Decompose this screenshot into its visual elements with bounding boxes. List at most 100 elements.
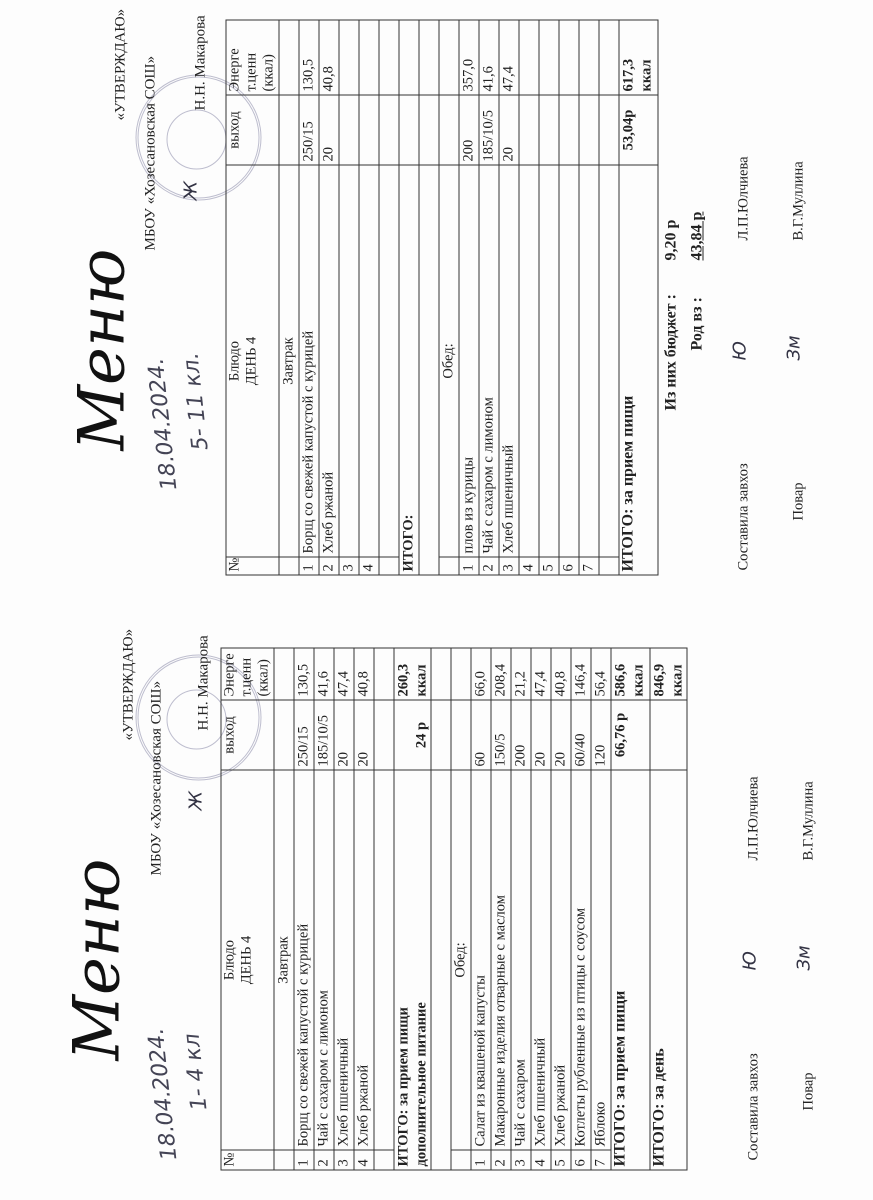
table-row: 6 Котлеты рубленные из птицы с соусом 60/4… (570, 647, 591, 1170)
item-energy-text: 66,0 (472, 670, 488, 696)
table-cell (450, 699, 471, 770)
header-energy-text: Энерге (226, 47, 242, 91)
compiled-by-label: Составила завхоз (735, 462, 751, 570)
total-cost: 24 р (393, 699, 431, 770)
table-row: 1 Салат из квашеной капусты 60 66,0 (470, 647, 491, 1170)
item-num-text: 2 (315, 1158, 331, 1166)
item-num: 5 (550, 1149, 571, 1170)
approve-label: «УТВЕРЖДАЮ» (120, 628, 136, 740)
parents-value: 43,84 р (688, 211, 705, 260)
item-energy: 357,0 (458, 19, 479, 95)
lunch-total-row: ИТОГО: за прием пищи 53,04р 617,3 ккал (618, 19, 658, 575)
total-label-text: ИТОГО: за прием пищи (395, 1006, 411, 1166)
menu-grades-5-11: Меню 18.04.2024. 5- 11 кл. «УТВЕРЖДАЮ» МБОУ … (0, 0, 873, 600)
item-energy (578, 19, 599, 95)
table-cell (273, 1149, 294, 1170)
cook-signature: Зм (793, 944, 814, 970)
table-cell (373, 647, 394, 700)
header-yield: выход (225, 94, 279, 165)
item-energy-text: 146,4 (572, 663, 588, 696)
blank-row (378, 19, 399, 575)
table-cell (598, 19, 619, 95)
item-yield-text: 20 (532, 751, 548, 767)
item-yield-text: 200 (512, 744, 528, 766)
item-yield-text: 185/10/5 (480, 109, 496, 161)
item-yield: 20 (318, 94, 339, 165)
item-dish-text: Хлеб ржаной (320, 471, 336, 553)
day-total-energy: 846,9 ккал (649, 647, 687, 700)
item-energy-text: 41,6 (480, 65, 496, 91)
table-cell (373, 1149, 394, 1170)
day-total-label-text: ИТОГО: за день (650, 1047, 667, 1166)
header-yield: выход (220, 699, 274, 770)
header-energy-text: т.ценн (238, 657, 254, 696)
table-cell (438, 94, 459, 165)
item-energy-text: 40,8 (552, 670, 568, 696)
item-dish (558, 164, 579, 557)
item-yield-text: 60/40 (572, 732, 588, 766)
item-energy (338, 19, 359, 95)
item-dish: Хлеб ржаной (353, 769, 374, 1150)
menu-grades-1-4: Меню 18.04.2024. 1- 4 кл «УТВЕРЖДАЮ» МБОУ «Х… (0, 600, 873, 1200)
item-energy-text: 40,8 (320, 65, 336, 91)
table-row: 5 Хлеб ржаной 20 40,8 (550, 647, 571, 1170)
header-num-text: № (226, 557, 242, 571)
table-row: 3 Хлеб пшеничный 20 47,4 (498, 19, 519, 575)
item-num: 7 (578, 556, 599, 575)
item-yield (538, 94, 559, 165)
table-row: 1 Борщ со свежей капустой с курицей 250/15… (298, 19, 319, 575)
total-label: ИТОГО: за прием пищи (610, 769, 650, 1170)
table-row: 4 Хлеб пшеничный 20 47,4 (530, 647, 551, 1170)
total-energy (398, 19, 419, 95)
item-yield: 20 (530, 699, 551, 770)
item-dish-text: Макаронные изделия отварные с маслом (492, 894, 508, 1146)
compiled-signature: Ю (739, 950, 760, 970)
table-cell (438, 556, 459, 575)
item-num-text: 3 (335, 1158, 351, 1166)
item-num: 6 (558, 556, 579, 575)
total-label: ИТОГО: (398, 164, 419, 575)
item-energy-text: 47,4 (532, 670, 548, 696)
day-total-label: ИТОГО: за день (649, 769, 687, 1170)
item-dish: Чай с сахаром (510, 769, 531, 1150)
item-dish: Салат из квашеной капусты (470, 769, 491, 1150)
item-dish: Чай с сахаром с лимоном (478, 164, 499, 557)
total-label-text: дополнительное питание (413, 1001, 429, 1166)
item-yield-text: 20 (320, 146, 336, 162)
item-dish-text: Хлеб пшеничный (335, 1037, 351, 1146)
item-energy: 146,4 (570, 647, 591, 700)
item-num: 1 (298, 556, 319, 575)
handwritten-date: 18.04.2024. (143, 1026, 182, 1161)
blank-row (598, 19, 619, 575)
table-cell (418, 94, 439, 165)
blank-row (418, 19, 439, 575)
table-row: 7 Яблоко 120 56,4 (590, 647, 611, 1170)
item-num-text: 3 (500, 563, 516, 571)
header-dish-text: ДЕНЬ 4 (238, 935, 254, 984)
item-yield-text: 200 (460, 139, 476, 161)
item-dish: Макаронные изделия отварные с маслом (490, 769, 511, 1150)
table-row: 2 Макаронные изделия отварные с маслом 150… (490, 647, 511, 1170)
table-cell (450, 1149, 471, 1170)
table-row: 2 Хлеб ржаной 20 40,8 (318, 19, 339, 575)
total-energy: 260,3 ккал (393, 647, 431, 700)
table-row: 2 Чай с сахаром с лимоном 185/10/5 41,6 (313, 647, 334, 1170)
item-dish-text: Чай с сахаром с лимоном (480, 396, 496, 553)
item-num-text: 4 (360, 563, 376, 571)
item-num-text: 1 (472, 1158, 488, 1166)
handwritten-grades: 1- 4 кл (179, 1031, 212, 1112)
table-cell (378, 94, 399, 165)
table-cell (378, 19, 399, 95)
item-yield: 20 (550, 699, 571, 770)
item-dish: Хлеб пшеничный (498, 164, 519, 557)
table-row: 6 (558, 19, 579, 575)
item-yield-text: 20 (355, 751, 371, 767)
item-yield: 60 (470, 699, 491, 770)
director-name: Н.Н. Макарова (195, 634, 211, 730)
organization-name: МБОУ «Хозесановская СОШ» (142, 55, 158, 250)
table-cell (378, 164, 399, 557)
day-total-energy-text: 846,9 (651, 663, 667, 696)
item-energy: 56,4 (590, 647, 611, 700)
total-energy-text: ккал (413, 663, 429, 696)
table-cell (430, 699, 451, 770)
